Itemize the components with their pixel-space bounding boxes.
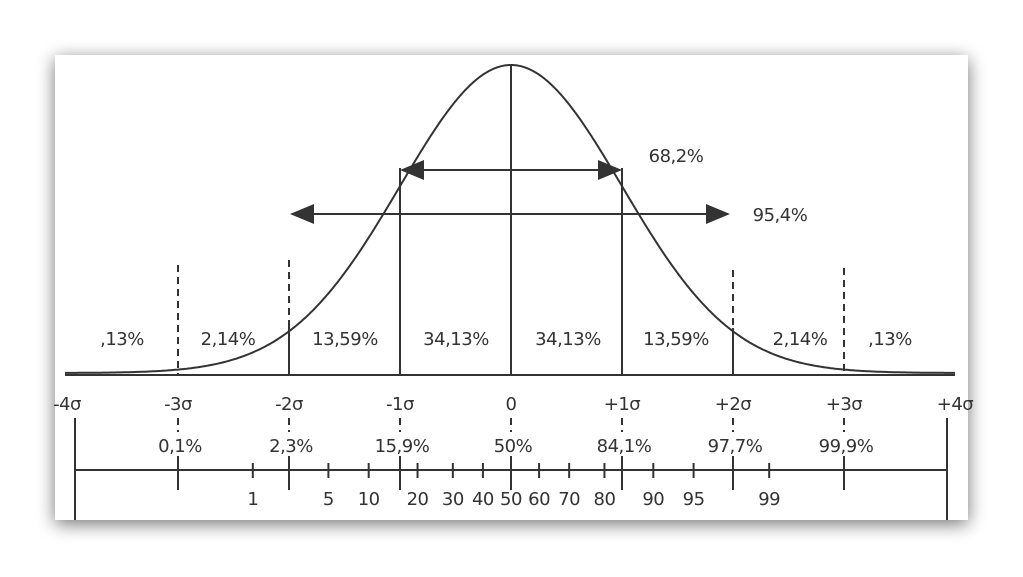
cumulative-label: 84,1% <box>597 436 652 457</box>
sigma-label: -4σ <box>53 394 81 415</box>
cumulative-label: 2,3% <box>269 436 313 457</box>
percentile-label: 70 <box>558 489 580 510</box>
sigma-label: -1σ <box>386 394 414 415</box>
cumulative-label: 15,9% <box>375 436 430 457</box>
arrow-label: 68,2% <box>649 146 704 167</box>
percentile-label: 30 <box>442 489 464 510</box>
percentile-label: 99 <box>758 489 780 510</box>
cumulative-label: 0,1% <box>158 436 202 457</box>
cumulative-label: 99,9% <box>819 436 874 457</box>
percentile-label: 10 <box>358 489 380 510</box>
percentile-label: 80 <box>594 489 616 510</box>
percentile-label: 95 <box>683 489 705 510</box>
sigma-label: 0 <box>506 394 517 415</box>
sigma-label: -2σ <box>275 394 303 415</box>
band-label: 2,14% <box>773 329 828 350</box>
percentile-label: 40 <box>472 489 494 510</box>
band-label: ,13% <box>100 329 144 350</box>
percentile-label: 90 <box>642 489 664 510</box>
arrow-label: 95,4% <box>753 205 808 226</box>
sigma-label: +3σ <box>826 394 863 415</box>
cumulative-label: 97,7% <box>708 436 763 457</box>
sigma-label: +4σ <box>937 394 974 415</box>
percentile-label: 5 <box>323 489 334 510</box>
sigma-label: +1σ <box>604 394 641 415</box>
cumulative-label: 50% <box>494 436 533 457</box>
percentile-label: 20 <box>407 489 429 510</box>
band-label: 34,13% <box>535 329 601 350</box>
band-label: 13,59% <box>643 329 709 350</box>
band-label: 34,13% <box>423 329 489 350</box>
band-label: 2,14% <box>201 329 256 350</box>
band-label: ,13% <box>868 329 912 350</box>
sigma-label: +2σ <box>715 394 752 415</box>
percentile-label: 1 <box>247 489 258 510</box>
band-label: 13,59% <box>312 329 378 350</box>
percentile-label: 50 <box>500 489 522 510</box>
sigma-label: -3σ <box>164 394 192 415</box>
percentile-label: 60 <box>528 489 550 510</box>
